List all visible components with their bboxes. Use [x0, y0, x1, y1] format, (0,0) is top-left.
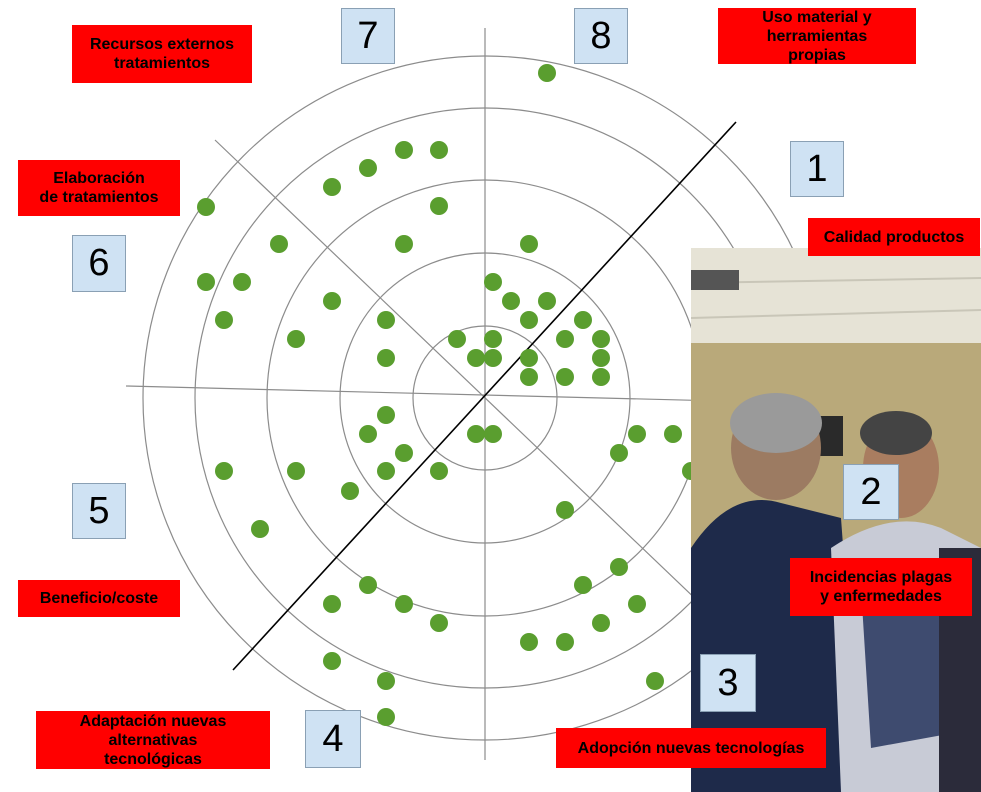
axis-diagonal-ne-sw [232, 121, 737, 671]
response-dot [430, 141, 448, 159]
sector-number-2: 2 [843, 464, 899, 520]
response-dot [574, 576, 592, 594]
response-dot [395, 141, 413, 159]
axis-diagonal-nw-se [214, 139, 771, 671]
response-dot [556, 330, 574, 348]
label-adaptacion-alternativas: Adaptación nuevas alternativas tecnológi… [36, 711, 270, 769]
label-recursos-externos: Recursos externos tratamientos [72, 25, 252, 83]
response-dot [628, 425, 646, 443]
response-dot [520, 311, 538, 329]
response-dot [197, 198, 215, 216]
response-dot [646, 672, 664, 690]
response-dot [484, 330, 502, 348]
response-dot [592, 614, 610, 632]
response-dots [197, 64, 753, 726]
photo-vent [691, 270, 739, 290]
response-dot [395, 235, 413, 253]
label-adopcion-tecnologias: Adopción nuevas tecnologías [556, 728, 826, 768]
response-dot [430, 197, 448, 215]
sector-number-4: 4 [305, 710, 361, 768]
response-dot [538, 292, 556, 310]
sector-number-1: 1 [790, 141, 844, 197]
response-dot [430, 614, 448, 632]
sector-number-6: 6 [72, 235, 126, 292]
response-dot [520, 349, 538, 367]
response-dot [377, 311, 395, 329]
response-dot [610, 444, 628, 462]
response-dot [628, 595, 646, 613]
response-dot [556, 501, 574, 519]
response-dot [502, 292, 520, 310]
response-dot [377, 672, 395, 690]
response-dot [556, 633, 574, 651]
response-dot [359, 159, 377, 177]
sector-number-8: 8 [574, 8, 628, 64]
response-dot [484, 273, 502, 291]
response-dot [448, 330, 466, 348]
response-dot [341, 482, 359, 500]
response-dot [377, 462, 395, 480]
response-dot [215, 462, 233, 480]
response-dot [359, 576, 377, 594]
response-dot [592, 349, 610, 367]
response-dot [430, 462, 448, 480]
label-calidad-productos: Calidad productos [808, 218, 980, 256]
response-dot [467, 425, 485, 443]
response-dot [610, 558, 628, 576]
label-beneficio-coste: Beneficio/coste [18, 580, 180, 617]
response-dot [467, 349, 485, 367]
response-dot [323, 178, 341, 196]
label-incidencias-plagas: Incidencias plagas y enfermedades [790, 558, 972, 616]
response-dot [592, 330, 610, 348]
response-dot [377, 349, 395, 367]
response-dot [197, 273, 215, 291]
response-dot [251, 520, 269, 538]
response-dot [592, 368, 610, 386]
response-dot [377, 708, 395, 726]
sector-number-5: 5 [72, 483, 126, 539]
response-dot [323, 292, 341, 310]
response-dot [287, 330, 305, 348]
response-dot [520, 235, 538, 253]
response-dot [215, 311, 233, 329]
response-dot [664, 425, 682, 443]
label-elaboracion-tratamientos: Elaboración de tratamientos [18, 160, 180, 216]
response-dot [520, 633, 538, 651]
label-uso-material: Uso material y herramientas propias [718, 8, 916, 64]
response-dot [484, 349, 502, 367]
response-dot [233, 273, 251, 291]
response-dot [270, 235, 288, 253]
sector-number-3: 3 [700, 654, 756, 712]
response-dot [395, 444, 413, 462]
response-dot [484, 425, 502, 443]
response-dot [323, 652, 341, 670]
response-dot [323, 595, 341, 613]
response-dot [359, 425, 377, 443]
response-dot [520, 368, 538, 386]
sector-number-7: 7 [341, 8, 395, 64]
response-dot [556, 368, 574, 386]
response-dot [287, 462, 305, 480]
response-dot [574, 311, 592, 329]
response-dot [377, 406, 395, 424]
response-dot [538, 64, 556, 82]
response-dot [395, 595, 413, 613]
photo-ceiling [691, 248, 981, 343]
